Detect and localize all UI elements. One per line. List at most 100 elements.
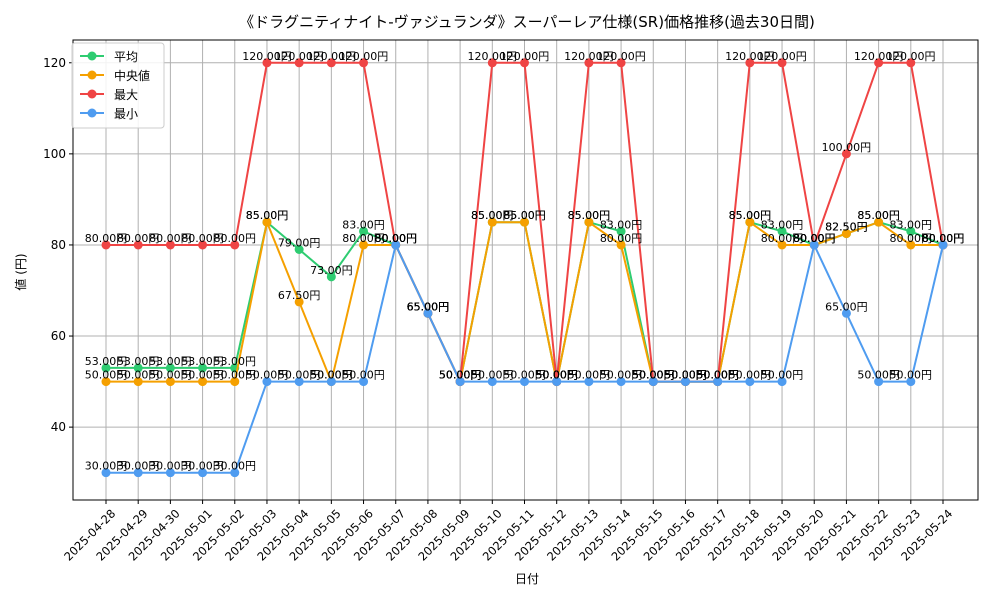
data-label: 85.00円 bbox=[729, 209, 772, 222]
data-label: 80.00円 bbox=[890, 232, 933, 245]
data-point bbox=[584, 217, 594, 227]
data-label: 80.00円 bbox=[922, 232, 965, 245]
grid bbox=[73, 40, 978, 500]
data-label: 50.00円 bbox=[310, 369, 353, 382]
legend-swatch-marker bbox=[87, 89, 97, 99]
data-point bbox=[133, 468, 143, 478]
data-point bbox=[906, 377, 916, 387]
data-label: 85.00円 bbox=[471, 209, 514, 222]
data-label: 79.00円 bbox=[278, 237, 321, 250]
data-point bbox=[455, 377, 465, 387]
data-label: 120.00円 bbox=[274, 50, 324, 63]
data-label: 83.00円 bbox=[342, 218, 385, 231]
data-point bbox=[616, 240, 626, 250]
data-label: 85.00円 bbox=[503, 209, 546, 222]
data-point bbox=[841, 229, 851, 239]
data-label: 65.00円 bbox=[407, 300, 450, 313]
data-label: 50.00円 bbox=[439, 369, 482, 382]
data-point bbox=[874, 377, 884, 387]
data-label: 50.00円 bbox=[535, 369, 578, 382]
data-point bbox=[874, 217, 884, 227]
data-label: 120.00円 bbox=[757, 50, 807, 63]
legend-label: 中央値 bbox=[114, 68, 150, 83]
data-label: 85.00円 bbox=[729, 209, 772, 222]
data-label: 50.00円 bbox=[761, 369, 804, 382]
data-point bbox=[391, 240, 401, 250]
data-label: 73.00円 bbox=[310, 264, 353, 277]
data-label: 85.00円 bbox=[246, 209, 289, 222]
data-point bbox=[680, 377, 690, 387]
data-label: 80.00円 bbox=[793, 232, 836, 245]
y-tick-label: 80 bbox=[51, 238, 66, 252]
data-point bbox=[198, 377, 208, 387]
data-label: 53.00円 bbox=[85, 355, 128, 368]
data-label: 30.00円 bbox=[149, 460, 192, 473]
data-label: 30.00円 bbox=[181, 460, 224, 473]
data-label: 100.00円 bbox=[822, 141, 872, 154]
data-point bbox=[294, 377, 304, 387]
data-point bbox=[777, 240, 787, 250]
data-label: 50.00円 bbox=[439, 369, 482, 382]
data-label: 50.00円 bbox=[568, 369, 611, 382]
data-point bbox=[906, 58, 916, 68]
data-point bbox=[359, 377, 369, 387]
chart-title: 《ドラグニティナイト-ヴァジュランダ》スーパーレア仕様(SR)価格推移(過去30… bbox=[239, 13, 815, 31]
data-label: 85.00円 bbox=[246, 209, 289, 222]
data-label: 80.00円 bbox=[793, 232, 836, 245]
data-point bbox=[745, 377, 755, 387]
data-label: 80.00円 bbox=[117, 232, 160, 245]
data-label: 50.00円 bbox=[149, 369, 192, 382]
legend-label: 最小 bbox=[114, 107, 138, 121]
data-label: 85.00円 bbox=[857, 209, 900, 222]
data-point bbox=[584, 58, 594, 68]
data-label: 50.00円 bbox=[729, 369, 772, 382]
data-label: 50.00円 bbox=[310, 369, 353, 382]
data-point bbox=[101, 468, 111, 478]
data-label: 53.00円 bbox=[149, 355, 192, 368]
data-point bbox=[326, 377, 336, 387]
data-point bbox=[487, 217, 497, 227]
data-point bbox=[616, 226, 626, 236]
data-point bbox=[359, 58, 369, 68]
data-label: 50.00円 bbox=[535, 369, 578, 382]
data-label: 50.00円 bbox=[696, 369, 739, 382]
y-tick-label: 40 bbox=[51, 420, 66, 434]
data-label: 50.00円 bbox=[181, 369, 224, 382]
data-point bbox=[359, 226, 369, 236]
data-point bbox=[584, 377, 594, 387]
data-point bbox=[906, 240, 916, 250]
data-label: 80.00円 bbox=[922, 232, 965, 245]
legend-swatch-marker bbox=[87, 51, 97, 61]
data-point bbox=[487, 377, 497, 387]
data-point bbox=[294, 245, 304, 255]
data-label: 80.00円 bbox=[374, 232, 417, 245]
data-label: 50.00円 bbox=[664, 369, 707, 382]
data-point bbox=[198, 240, 208, 250]
data-point bbox=[841, 149, 851, 159]
data-label: 80.00円 bbox=[600, 232, 643, 245]
data-label: 120.00円 bbox=[725, 50, 775, 63]
data-label: 50.00円 bbox=[632, 369, 675, 382]
data-point bbox=[841, 308, 851, 318]
data-point bbox=[294, 297, 304, 307]
data-labels: 53.00円53.00円53.00円53.00円53.00円85.00円79.0… bbox=[85, 50, 965, 473]
data-point bbox=[165, 240, 175, 250]
data-label: 120.00円 bbox=[854, 50, 904, 63]
data-point bbox=[423, 308, 433, 318]
data-label: 50.00円 bbox=[246, 369, 289, 382]
data-point bbox=[101, 377, 111, 387]
data-label: 85.00円 bbox=[857, 209, 900, 222]
data-label: 50.00円 bbox=[664, 369, 707, 382]
data-point bbox=[101, 363, 111, 373]
data-label: 50.00円 bbox=[471, 369, 514, 382]
data-point bbox=[520, 377, 529, 387]
data-label: 80.00円 bbox=[374, 232, 417, 245]
data-label: 50.00円 bbox=[439, 369, 482, 382]
data-label: 120.00円 bbox=[307, 50, 357, 63]
y-axis-ticks: 40 60 80 100 120 bbox=[43, 56, 73, 434]
data-point bbox=[133, 363, 143, 373]
data-point bbox=[938, 240, 948, 250]
y-axis-label: 値 (円) bbox=[13, 253, 28, 290]
